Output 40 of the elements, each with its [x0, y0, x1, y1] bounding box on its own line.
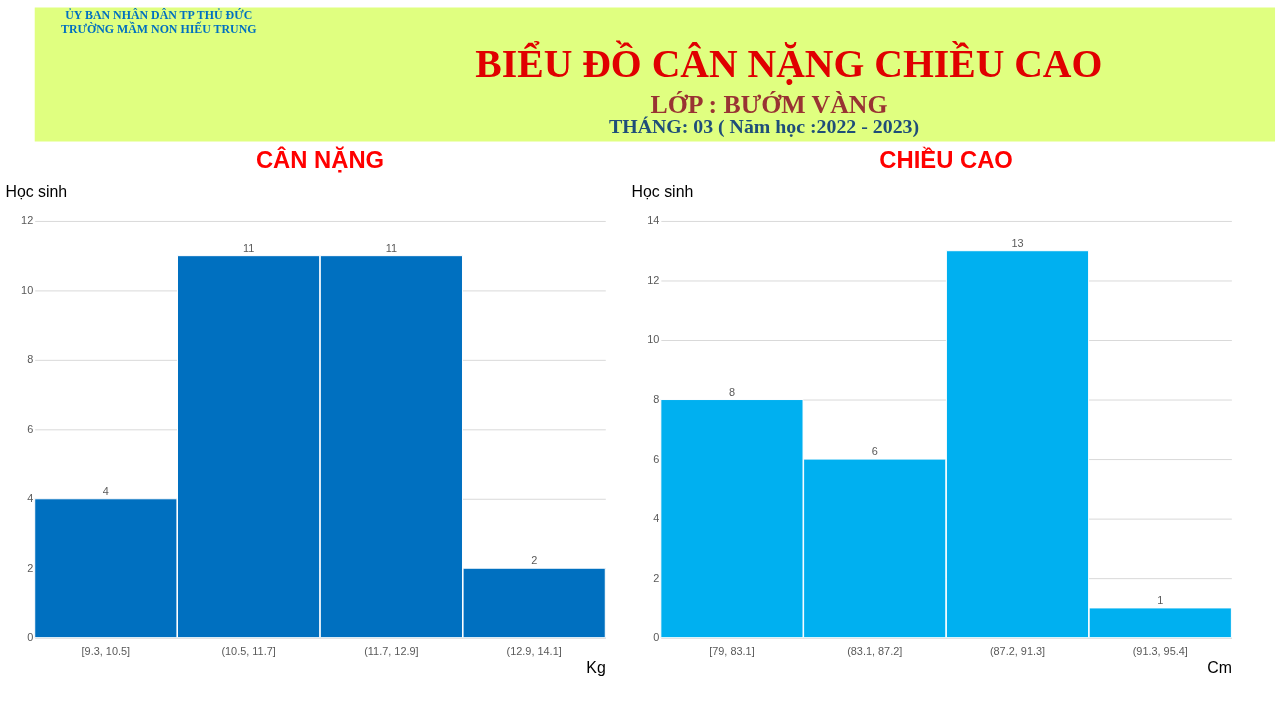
x-tick-label: [79, 83.1]: [709, 645, 755, 658]
data-label: 4: [102, 484, 109, 497]
x-axis-title: Cm: [1207, 658, 1232, 676]
y-tick-label: 14: [647, 214, 660, 227]
y-tick-label: 10: [21, 283, 34, 296]
x-tick-label: (91.3, 95.4]: [1132, 645, 1188, 658]
y-tick-label: 8: [653, 393, 660, 406]
x-tick-label: (12.9, 14.1]: [506, 645, 562, 658]
x-axis-title: Kg: [586, 658, 606, 676]
y-tick-label: 6: [27, 422, 34, 435]
x-tick-label: (11.7, 12.9]: [364, 645, 419, 658]
x-tick-label: [9.3, 10.5]: [81, 645, 131, 658]
y-tick-label: 0: [27, 631, 34, 644]
data-label: 13: [1011, 236, 1024, 249]
y-tick-label: 12: [647, 273, 660, 286]
text: BIỂU ĐỒ CÂN NẶNG CHIỀU CAO: [475, 40, 1103, 87]
y-tick-label: 0: [653, 631, 660, 644]
y-axis-title: Học sinh: [5, 182, 68, 200]
y-tick-label: 4: [27, 492, 34, 505]
chart-title: CHIỀU CAO: [879, 146, 1013, 174]
x-tick-label: (83.1, 87.2]: [847, 645, 903, 658]
y-tick-label: 2: [653, 571, 660, 584]
y-tick-label: 12: [21, 214, 34, 227]
data-label: 8: [728, 385, 735, 398]
x-tick-label: (87.2, 91.3]: [989, 645, 1046, 658]
x-tick-label: (10.5, 11.7]: [221, 645, 276, 658]
y-tick-label: 10: [647, 333, 660, 346]
data-label: 11: [242, 241, 255, 254]
data-label: 11: [385, 241, 398, 254]
y-tick-label: 4: [653, 512, 660, 525]
y-tick-label: 2: [27, 561, 34, 574]
text: ỦY BAN NHÂN DÂN TP THỦ ĐỨC: [65, 7, 253, 22]
chart-title: CÂN NẶNG: [255, 146, 385, 174]
y-tick-label: 8: [27, 353, 34, 366]
data-label: 2: [531, 554, 538, 567]
y-axis-title: Học sinh: [631, 182, 694, 200]
data-label: 6: [871, 445, 878, 458]
data-label: 1: [1157, 593, 1164, 606]
y-tick-label: 6: [653, 452, 660, 465]
text: TRƯỜNG MẦM NON HIẾU TRUNG: [60, 21, 257, 37]
